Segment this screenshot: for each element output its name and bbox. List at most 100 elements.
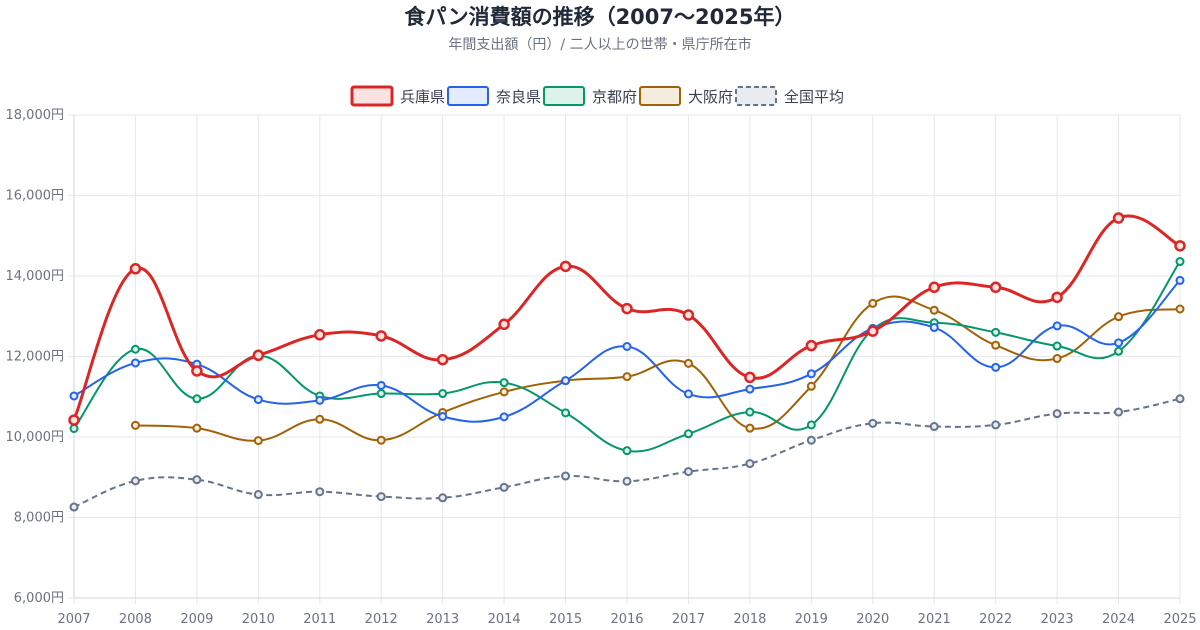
data-point <box>69 391 79 401</box>
data-point <box>315 414 325 424</box>
data-point <box>806 381 816 391</box>
data-point <box>252 349 265 362</box>
data-point <box>1175 275 1185 285</box>
data-point <box>499 482 509 492</box>
y-tick-label: 8,000円 <box>14 511 64 526</box>
x-tick-label: 2018 <box>733 612 766 627</box>
data-point <box>991 340 1001 350</box>
series-layer <box>68 212 1186 512</box>
series-大阪府 <box>130 295 1185 446</box>
data-point <box>991 362 1001 372</box>
data-point <box>253 490 263 500</box>
data-point <box>375 330 387 342</box>
data-point <box>130 344 140 354</box>
y-tick-label: 18,000円 <box>6 108 65 123</box>
x-tick-label: 2011 <box>303 612 336 627</box>
x-tick-label: 2020 <box>856 612 889 627</box>
y-tick-label: 14,000円 <box>6 269 65 284</box>
data-point <box>806 420 816 430</box>
data-point <box>991 420 1001 430</box>
data-point <box>683 467 693 477</box>
x-tick-label: 2017 <box>672 612 705 627</box>
x-tick-label: 2014 <box>488 612 521 627</box>
chart-subtitle: 年間支出額（円）/ 二人以上の世帯・県庁所在市 <box>448 36 751 53</box>
data-point <box>622 476 632 486</box>
data-point <box>745 384 755 394</box>
data-point <box>68 414 80 426</box>
data-point <box>561 471 571 481</box>
x-tick-label: 2024 <box>1102 612 1135 627</box>
x-tick-label: 2016 <box>610 612 643 627</box>
data-point <box>928 281 940 294</box>
data-point <box>129 263 142 275</box>
x-axis: 2007 2008 2009 2010 2011 2012 2013 2014 2015 2016… <box>57 612 1196 627</box>
x-tick-label: 2013 <box>426 612 459 627</box>
x-tick-label: 2015 <box>549 612 582 627</box>
data-point <box>683 389 693 399</box>
legend-item: 兵庫県 <box>350 85 445 107</box>
series-全国平均 <box>69 394 1185 512</box>
series-兵庫県 <box>68 212 1186 426</box>
data-point <box>1051 291 1063 304</box>
data-point <box>376 380 386 390</box>
data-point <box>130 476 140 486</box>
data-point <box>1052 354 1062 364</box>
data-point <box>991 327 1001 337</box>
data-point <box>1175 257 1185 267</box>
data-point <box>376 389 386 399</box>
data-point <box>745 459 755 469</box>
series-奈良県 <box>69 275 1185 423</box>
legend-item: 全国平均 <box>735 86 844 106</box>
x-tick-label: 2022 <box>979 612 1012 627</box>
data-point <box>253 395 263 405</box>
data-point <box>315 395 325 405</box>
data-point <box>376 492 386 502</box>
data-point <box>1052 321 1062 331</box>
x-tick-label: 2012 <box>365 612 398 627</box>
data-point <box>376 435 386 445</box>
data-point <box>868 298 878 308</box>
y-tick-label: 6,000円 <box>14 591 64 606</box>
data-point <box>130 358 140 368</box>
legend-item: 京都府 <box>543 86 637 106</box>
data-point <box>191 365 203 377</box>
chart-title: 食パン消費額の推移（2007〜2025年） <box>405 5 796 29</box>
legend-item: 大阪府 <box>639 86 733 106</box>
x-tick-label: 2025 <box>1163 612 1196 627</box>
data-point <box>253 436 263 446</box>
data-point <box>868 418 878 428</box>
legend-label: 奈良県 <box>496 88 541 106</box>
data-point <box>929 323 939 333</box>
data-point <box>1175 304 1185 314</box>
data-point <box>683 358 693 368</box>
data-point <box>130 420 140 430</box>
legend-swatch <box>543 86 585 106</box>
data-point <box>499 378 509 388</box>
data-point <box>622 341 632 351</box>
legend-label: 大阪府 <box>688 88 733 106</box>
data-point <box>867 325 879 337</box>
data-point <box>438 411 448 421</box>
x-tick-label: 2023 <box>1041 612 1074 627</box>
data-point <box>806 369 816 379</box>
data-point <box>498 318 510 331</box>
y-tick-label: 12,000円 <box>6 350 65 365</box>
data-point <box>315 487 325 497</box>
data-point <box>745 407 755 417</box>
data-point <box>499 412 509 422</box>
x-tick-label: 2007 <box>57 612 90 627</box>
data-point <box>621 302 633 315</box>
data-point <box>1114 346 1124 356</box>
y-tick-label: 16,000円 <box>6 189 65 204</box>
data-point <box>1114 338 1124 348</box>
y-axis: 6,000円 8,000円 10,000円 12,000円 14,000円 16,000円… <box>6 108 65 606</box>
data-point <box>622 446 632 456</box>
legend-item: 奈良県 <box>447 86 541 106</box>
data-point <box>1052 341 1062 351</box>
data-point <box>438 389 448 399</box>
x-tick-label: 2019 <box>795 612 828 627</box>
data-point <box>1052 409 1062 419</box>
data-point <box>1114 407 1124 417</box>
data-point <box>744 371 756 384</box>
